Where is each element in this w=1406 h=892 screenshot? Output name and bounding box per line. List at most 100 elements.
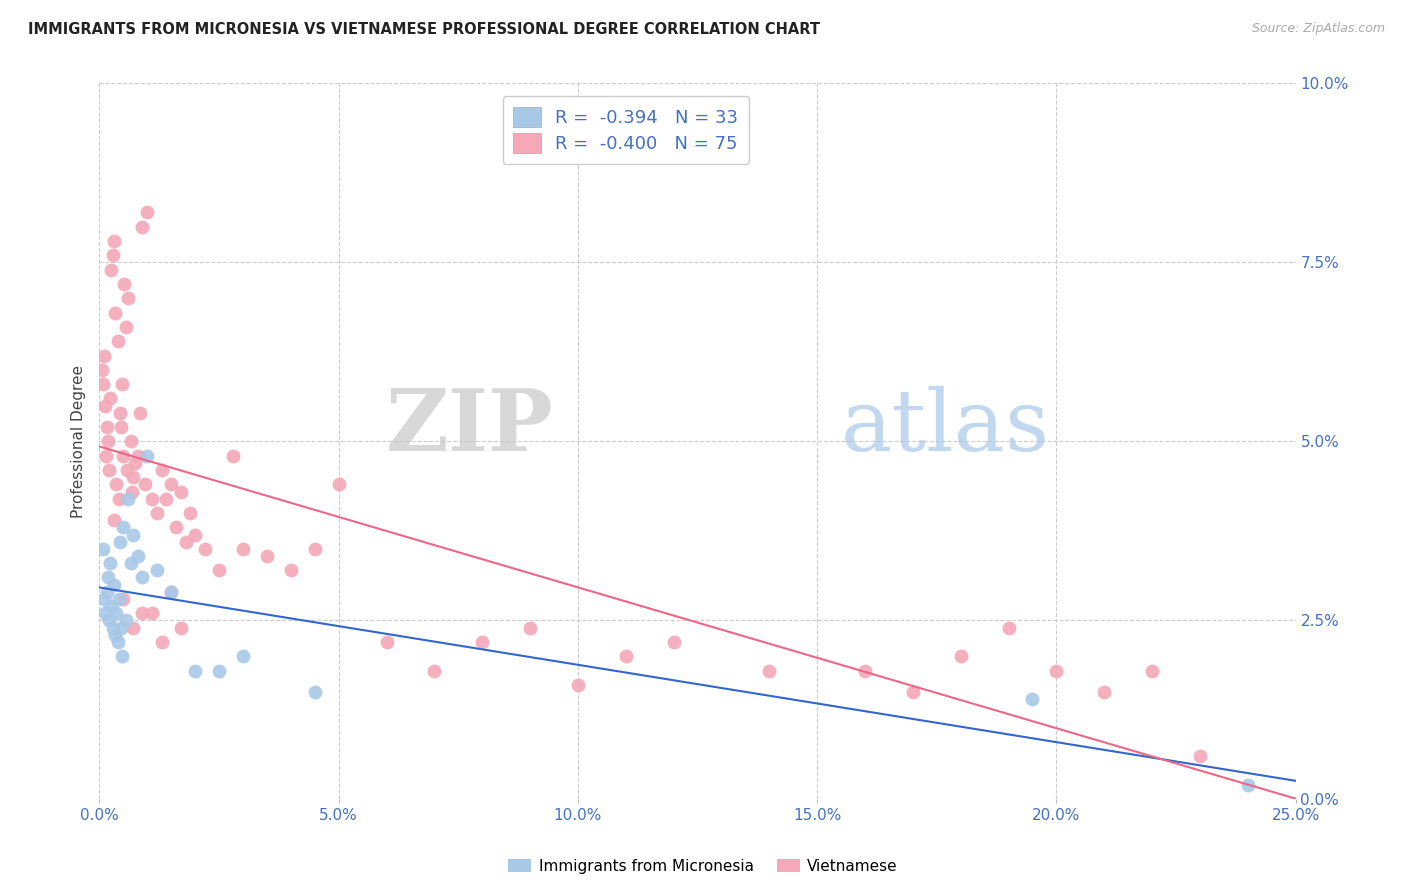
Point: [170, 621, 193, 635]
Point: [98, 614, 121, 628]
Point: [103, 577, 125, 591]
Point: [901, 685, 924, 699]
Point: [170, 484, 193, 499]
Point: [112, 591, 135, 606]
Point: [104, 305, 127, 319]
Point: [105, 477, 128, 491]
Point: [208, 563, 231, 577]
Point: [174, 534, 197, 549]
Point: [94, 399, 117, 413]
Point: [160, 584, 183, 599]
Point: [150, 463, 173, 477]
Point: [103, 513, 125, 527]
Point: [131, 570, 153, 584]
Point: [256, 549, 278, 563]
Point: [100, 262, 122, 277]
Point: [93, 349, 115, 363]
Point: [117, 291, 139, 305]
Point: [1092, 685, 1115, 699]
Point: [328, 477, 350, 491]
Point: [112, 449, 135, 463]
Point: [122, 621, 145, 635]
Point: [111, 649, 134, 664]
Point: [117, 491, 139, 506]
Point: [127, 549, 149, 563]
Text: IMMIGRANTS FROM MICRONESIA VS VIETNAMESE PROFESSIONAL DEGREE CORRELATION CHART: IMMIGRANTS FROM MICRONESIA VS VIETNAMESE…: [28, 22, 820, 37]
Point: [150, 635, 173, 649]
Legend: R =  -0.394   N = 33, R =  -0.400   N = 75: R = -0.394 N = 33, R = -0.400 N = 75: [502, 96, 749, 164]
Point: [108, 534, 131, 549]
Point: [107, 491, 129, 506]
Point: [101, 248, 124, 262]
Point: [567, 678, 589, 692]
Point: [101, 621, 124, 635]
Point: [94, 449, 117, 463]
Point: [107, 591, 129, 606]
Point: [96, 420, 118, 434]
Point: [111, 377, 134, 392]
Point: [112, 520, 135, 534]
Point: [91, 541, 114, 556]
Point: [1188, 749, 1211, 764]
Point: [98, 556, 121, 570]
Point: [471, 635, 494, 649]
Text: ZIP: ZIP: [387, 385, 554, 469]
Point: [758, 664, 780, 678]
Point: [184, 664, 207, 678]
Point: [160, 584, 183, 599]
Point: [304, 541, 326, 556]
Point: [107, 635, 129, 649]
Point: [129, 406, 152, 420]
Point: [98, 463, 121, 477]
Point: [114, 319, 136, 334]
Point: [222, 449, 245, 463]
Point: [90, 363, 112, 377]
Point: [519, 621, 541, 635]
Point: [98, 392, 121, 406]
Y-axis label: Professional Degree: Professional Degree: [72, 365, 86, 518]
Point: [997, 621, 1019, 635]
Point: [280, 563, 302, 577]
Point: [131, 607, 153, 621]
Point: [146, 506, 169, 520]
Point: [93, 591, 115, 606]
Point: [96, 584, 118, 599]
Point: [107, 334, 129, 349]
Point: [853, 664, 876, 678]
Point: [120, 434, 142, 449]
Point: [112, 277, 135, 291]
Point: [1140, 664, 1163, 678]
Point: [146, 563, 169, 577]
Point: [104, 628, 127, 642]
Text: Source: ZipAtlas.com: Source: ZipAtlas.com: [1251, 22, 1385, 36]
Point: [662, 635, 685, 649]
Point: [423, 664, 446, 678]
Point: [1021, 692, 1043, 706]
Point: [108, 406, 131, 420]
Text: atlas: atlas: [841, 385, 1050, 468]
Point: [127, 449, 149, 463]
Point: [155, 491, 177, 506]
Point: [115, 463, 138, 477]
Point: [949, 649, 972, 664]
Point: [141, 607, 163, 621]
Point: [91, 377, 114, 392]
Legend: Immigrants from Micronesia, Vietnamese: Immigrants from Micronesia, Vietnamese: [502, 853, 904, 880]
Point: [194, 541, 217, 556]
Point: [100, 599, 122, 614]
Point: [165, 520, 187, 534]
Point: [184, 527, 207, 541]
Point: [103, 234, 125, 248]
Point: [134, 477, 156, 491]
Point: [232, 541, 254, 556]
Point: [208, 664, 231, 678]
Point: [97, 434, 120, 449]
Point: [1236, 778, 1258, 792]
Point: [131, 219, 153, 234]
Point: [136, 449, 159, 463]
Point: [124, 456, 146, 470]
Point: [614, 649, 637, 664]
Point: [105, 607, 128, 621]
Point: [122, 527, 145, 541]
Point: [375, 635, 398, 649]
